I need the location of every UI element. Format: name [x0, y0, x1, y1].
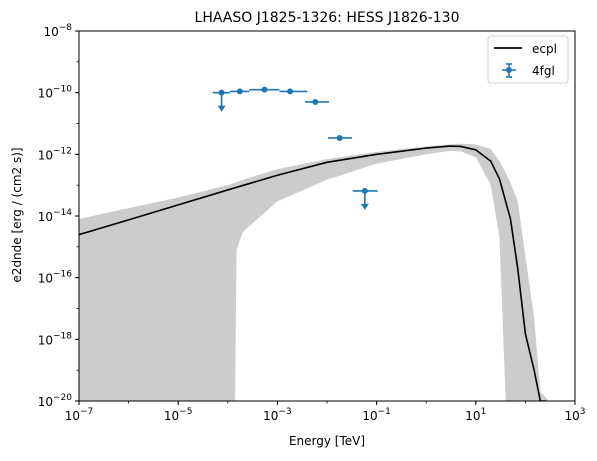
y-tick-label: 10−18 [38, 331, 73, 347]
y-tick-label: 10−16 [38, 270, 73, 286]
marker [336, 134, 343, 141]
legend-marker [506, 67, 512, 73]
upper-limit-arrow [360, 203, 369, 210]
data-point-4fgl-2 [249, 86, 280, 93]
y-axis-label: e2dnde [erg / (cm2 s)] [10, 147, 24, 282]
marker [236, 88, 243, 95]
data-point-4fgl-3 [279, 88, 308, 95]
y-tick-label: 10−14 [38, 208, 73, 224]
y-tick-label: 10−12 [38, 146, 72, 162]
data-point-4fgl-0 [212, 89, 230, 112]
y-tick-label: 10−20 [38, 393, 73, 409]
x-axis-label: Energy [TeV] [289, 434, 365, 448]
uncertainty-band [79, 143, 550, 401]
x-tick-label: 10−1 [362, 407, 391, 423]
x-tick-label: 103 [564, 407, 585, 423]
marker [312, 98, 319, 105]
legend-label-4fgl: 4fgl [532, 64, 555, 78]
x-tick-label: 10−7 [65, 407, 94, 423]
data-point-4fgl-1 [229, 88, 250, 95]
x-tick-label: 101 [465, 407, 486, 423]
data-point-4fgl-5 [328, 134, 353, 141]
chart-title: LHAASO J1825-1326: HESS J1826-130 [195, 10, 460, 26]
marker [361, 187, 368, 194]
marker [218, 89, 225, 96]
upper-limit-arrow [217, 105, 226, 112]
legend-label-ecpl: ecpl [532, 42, 557, 56]
x-tick-label: 10−3 [263, 407, 292, 423]
x-tick-label: 10−5 [164, 407, 193, 423]
series-line-ecpl [79, 145, 546, 401]
legend: ecpl 4fgl [487, 35, 569, 84]
legend-swatch-4fgl [502, 63, 516, 78]
plot-area [79, 86, 550, 401]
data-point-4fgl-6 [352, 187, 378, 210]
y-tick-label: 10−8 [43, 23, 72, 39]
marker [287, 88, 294, 95]
marker [261, 86, 268, 93]
y-tick-label: 10−10 [38, 85, 73, 101]
data-point-4fgl-4 [304, 98, 330, 105]
